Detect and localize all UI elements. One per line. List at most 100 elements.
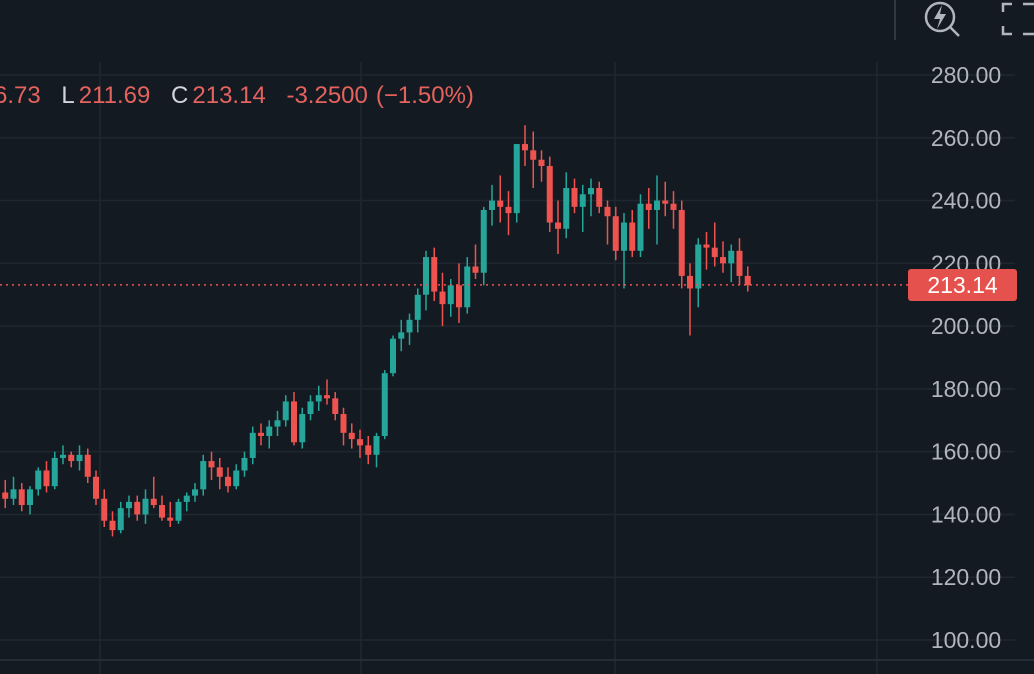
candle-body bbox=[687, 275, 693, 289]
candle-body bbox=[612, 216, 619, 251]
candle-body bbox=[126, 501, 132, 509]
candle bbox=[324, 379, 330, 405]
candle-body bbox=[117, 508, 124, 531]
candle bbox=[711, 222, 718, 267]
candle-body bbox=[258, 432, 264, 436]
candle bbox=[604, 200, 611, 245]
candle bbox=[588, 178, 594, 217]
y-tick-label: 140.00 bbox=[931, 501, 1001, 527]
candle bbox=[84, 448, 91, 484]
candle bbox=[2, 479, 9, 509]
candle bbox=[703, 231, 710, 270]
candle bbox=[266, 420, 273, 449]
candle bbox=[274, 410, 281, 436]
candle-body bbox=[431, 257, 438, 292]
candle bbox=[530, 131, 537, 188]
candle-body bbox=[464, 266, 471, 308]
candle-body bbox=[357, 439, 363, 446]
candle bbox=[736, 238, 743, 286]
candle bbox=[513, 144, 520, 223]
candle-body bbox=[35, 470, 42, 490]
low-value: 211.69 bbox=[78, 82, 151, 109]
candle-body bbox=[530, 150, 537, 160]
candle-body bbox=[414, 294, 421, 320]
candle bbox=[629, 209, 636, 258]
candle-body bbox=[695, 244, 702, 289]
candle-body bbox=[10, 489, 17, 499]
candle-body bbox=[538, 159, 545, 167]
candle bbox=[439, 272, 446, 327]
candle bbox=[183, 492, 190, 512]
candle bbox=[662, 181, 669, 217]
candle-body bbox=[423, 257, 429, 295]
candle bbox=[249, 426, 256, 465]
candle-body bbox=[563, 188, 570, 229]
candle-body bbox=[744, 275, 751, 286]
last-price-tag: 213.14 bbox=[908, 269, 1017, 301]
change-percent: (−1.50%) bbox=[375, 82, 474, 109]
candle-body bbox=[175, 501, 182, 521]
y-tick-label: 180.00 bbox=[931, 376, 1001, 402]
candle-body bbox=[93, 476, 99, 499]
candle bbox=[720, 241, 726, 273]
candle bbox=[10, 476, 17, 506]
candle-body bbox=[150, 498, 157, 506]
candle bbox=[258, 423, 264, 446]
candle bbox=[406, 313, 413, 345]
candle bbox=[357, 429, 363, 458]
candle-body bbox=[76, 454, 83, 462]
candle-body bbox=[233, 470, 240, 487]
candle bbox=[472, 244, 479, 280]
candle-body bbox=[497, 200, 504, 207]
quick-zoom-icon[interactable] bbox=[920, 0, 964, 40]
candle bbox=[35, 467, 42, 496]
candle-body bbox=[60, 454, 66, 458]
candle bbox=[414, 288, 421, 333]
candle-body bbox=[381, 373, 388, 436]
candle bbox=[208, 451, 215, 480]
candle-body bbox=[340, 414, 347, 433]
candle bbox=[291, 392, 297, 446]
candle bbox=[175, 498, 182, 524]
candle bbox=[546, 156, 553, 232]
candle-body bbox=[299, 414, 306, 443]
candle-body bbox=[192, 489, 198, 496]
candle-body bbox=[711, 247, 718, 258]
candle bbox=[480, 206, 487, 286]
candle bbox=[695, 238, 702, 308]
candle bbox=[315, 385, 322, 411]
candle-body bbox=[142, 498, 149, 515]
candle-body bbox=[588, 188, 594, 195]
candle bbox=[340, 407, 347, 446]
candle-body bbox=[604, 206, 611, 217]
candle bbox=[159, 495, 165, 521]
candle bbox=[134, 495, 141, 521]
candle bbox=[423, 250, 429, 311]
candle bbox=[505, 191, 512, 236]
candle bbox=[241, 451, 248, 477]
candle bbox=[68, 451, 75, 468]
candle bbox=[670, 191, 677, 229]
candle bbox=[27, 486, 33, 515]
candle bbox=[373, 432, 380, 468]
candle bbox=[18, 483, 25, 512]
candle bbox=[621, 213, 627, 289]
candle bbox=[645, 188, 652, 229]
candle-body bbox=[266, 426, 273, 436]
candle-body bbox=[513, 144, 520, 214]
price-axis[interactable]: 280.00260.00240.00220.00200.00180.00160.… bbox=[931, 62, 1001, 653]
candle bbox=[307, 395, 314, 421]
y-tick-label: 160.00 bbox=[931, 439, 1001, 465]
candle bbox=[744, 266, 751, 292]
candle bbox=[637, 194, 644, 258]
candle bbox=[51, 451, 58, 490]
candle bbox=[126, 495, 132, 518]
candle-body bbox=[43, 470, 50, 487]
candle bbox=[200, 454, 207, 496]
candle-body bbox=[315, 395, 322, 402]
candle bbox=[555, 200, 561, 254]
chart-grid bbox=[0, 62, 1034, 674]
candle bbox=[167, 501, 174, 527]
fullscreen-icon[interactable] bbox=[1000, 0, 1034, 40]
